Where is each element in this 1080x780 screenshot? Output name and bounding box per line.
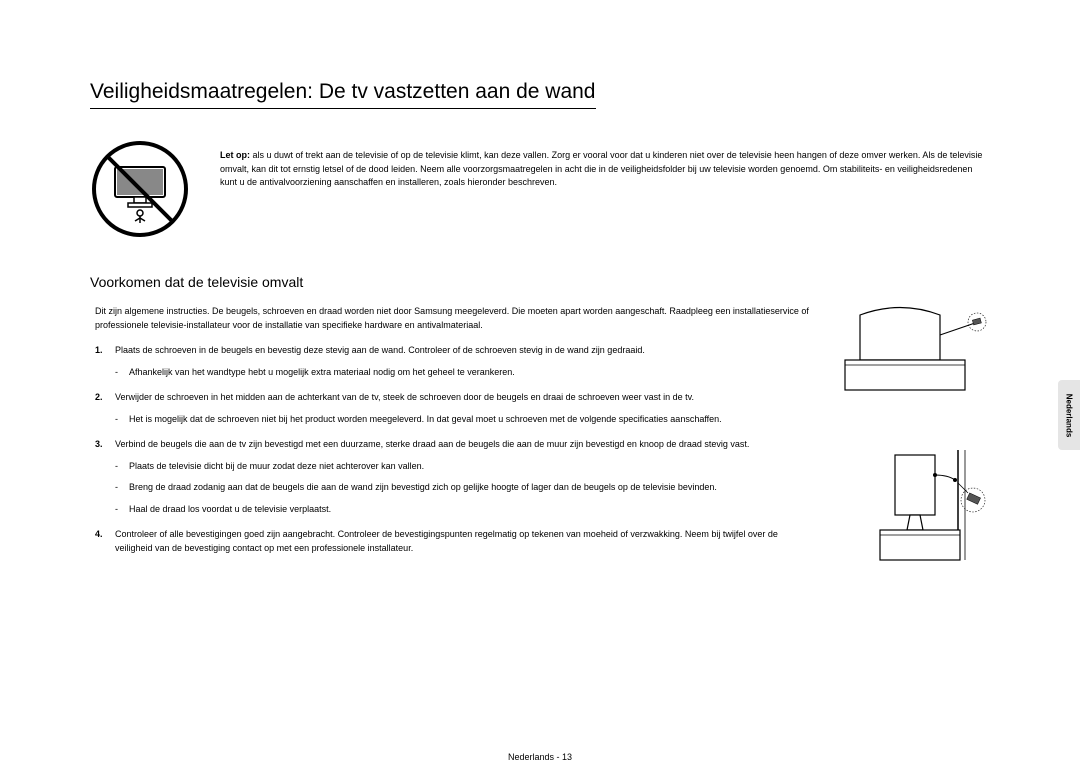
main-content: Dit zijn algemene instructies. De beugel…: [90, 305, 990, 585]
warning-section: Let op: als u duwt of trekt aan de telev…: [90, 139, 990, 239]
substep-list: Afhankelijk van het wandtype hebt u moge…: [115, 366, 810, 380]
tv-cabinet-illustration: [840, 305, 990, 425]
page-footer: Nederlands - 13: [0, 752, 1080, 762]
step-item: Verbind de beugels die aan de tv zijn be…: [95, 438, 810, 516]
section-subtitle: Voorkomen dat de televisie omvalt: [90, 274, 990, 290]
substep-item: Afhankelijk van het wandtype hebt u moge…: [115, 366, 810, 380]
substep-list: Het is mogelijk dat de schroeven niet bi…: [115, 413, 810, 427]
warning-text: Let op: als u duwt of trekt aan de telev…: [220, 139, 990, 190]
step-text: Verbind de beugels die aan de tv zijn be…: [115, 439, 749, 449]
instructions-column: Dit zijn algemene instructies. De beugel…: [90, 305, 810, 585]
step-text: Plaats de schroeven in de beugels en bev…: [115, 345, 645, 355]
substep-item: Haal de draad los voordat u de televisie…: [115, 503, 810, 517]
illustration-column: [840, 305, 990, 585]
no-climb-tv-icon: [90, 139, 190, 239]
step-text: Verwijder de schroeven in het midden aan…: [115, 392, 694, 402]
intro-text: Dit zijn algemene instructies. De beugel…: [90, 305, 810, 332]
step-item: Controleer of alle bevestigingen goed zi…: [95, 528, 810, 555]
step-item: Plaats de schroeven in de beugels en bev…: [95, 344, 810, 379]
steps-list: Plaats de schroeven in de beugels en bev…: [90, 344, 810, 555]
language-tab-label: Nederlands: [1065, 393, 1074, 437]
step-text: Controleer of alle bevestigingen goed zi…: [115, 529, 778, 553]
substep-list: Plaats de televisie dicht bij de muur zo…: [115, 460, 810, 517]
tv-wall-tether-illustration: [840, 445, 990, 565]
warning-body: als u duwt of trekt aan de televisie of …: [220, 150, 982, 187]
warning-label: Let op:: [220, 150, 250, 160]
substep-item: Het is mogelijk dat de schroeven niet bi…: [115, 413, 810, 427]
step-item: Verwijder de schroeven in het midden aan…: [95, 391, 810, 426]
page-title: Veiligheidsmaatregelen: De tv vastzetten…: [90, 80, 596, 109]
language-tab: Nederlands: [1058, 380, 1080, 450]
substep-item: Breng de draad zodanig aan dat de beugel…: [115, 481, 810, 495]
substep-item: Plaats de televisie dicht bij de muur zo…: [115, 460, 810, 474]
